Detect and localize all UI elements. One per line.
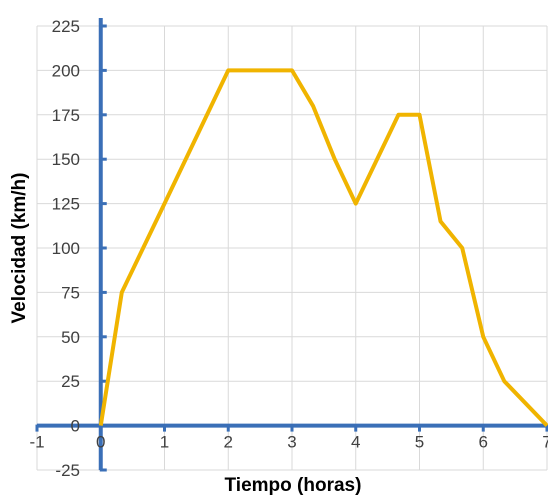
series-line: [98, 68, 548, 427]
y-tick-label: -25: [55, 461, 80, 480]
x-tick-label: 0: [96, 433, 105, 452]
x-axis-title: Tiempo (horas): [225, 475, 362, 496]
y-axis-title: Velocidad (km/h): [9, 173, 30, 324]
x-tick-label: 4: [351, 433, 360, 452]
axes: [35, 18, 548, 472]
y-tick-label: 100: [52, 239, 80, 258]
y-tick-label: 225: [52, 17, 80, 36]
series-group: [98, 68, 548, 427]
x-tick-label: -1: [29, 433, 44, 452]
x-tick-label: 2: [224, 433, 233, 452]
x-tick-label: 7: [542, 433, 548, 452]
x-tick-label: 6: [479, 433, 488, 452]
y-tick-label: 200: [52, 61, 80, 80]
gridlines: [36, 25, 548, 471]
y-tick-label: 50: [61, 328, 80, 347]
y-tick-label: 175: [52, 106, 80, 125]
x-tick-label: 5: [415, 433, 424, 452]
y-tick-label: 0: [71, 417, 80, 436]
x-tick-label: 1: [160, 433, 169, 452]
y-tick-label: 125: [52, 195, 80, 214]
y-tick-label: 75: [61, 283, 80, 302]
x-tick-label: 3: [287, 433, 296, 452]
tick-labels: -25 0 25 50 75 100 125 150 175 200 225 -1 0 1 2 3 4 5 6 7: [29, 17, 548, 480]
y-tick-label: 150: [52, 150, 80, 169]
y-tick-label: 25: [61, 372, 80, 391]
